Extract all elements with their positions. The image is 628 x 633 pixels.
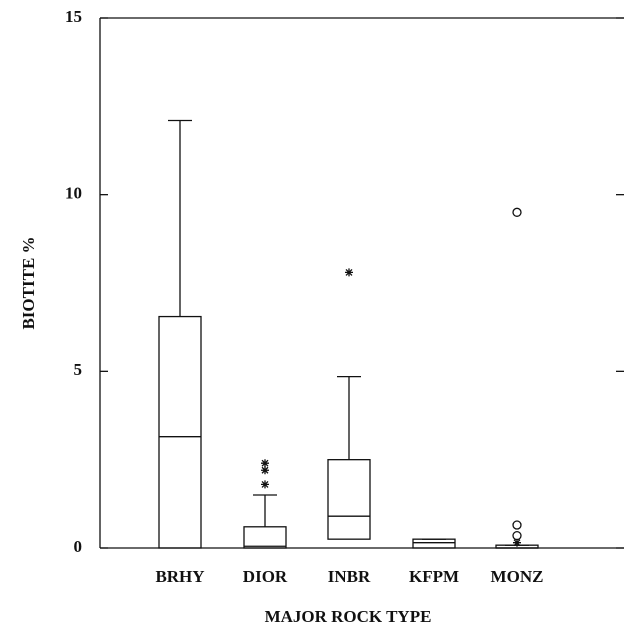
x-tick-label: BRHY	[155, 567, 204, 586]
y-tick-label: 5	[74, 360, 83, 379]
far-outlier	[512, 520, 522, 530]
outlier-star	[261, 459, 269, 468]
y-tick-label: 10	[65, 184, 82, 203]
box	[158, 315, 202, 549]
far-outlier	[512, 530, 522, 541]
x-axis-label: MAJOR ROCK TYPE	[265, 607, 432, 626]
outlier-star	[345, 268, 353, 277]
y-tick-label: 15	[65, 7, 82, 26]
far-outlier	[512, 207, 522, 217]
outlier-star	[513, 538, 521, 547]
box	[412, 538, 456, 549]
outlier-star	[261, 480, 269, 489]
outlier-star	[261, 466, 269, 475]
box	[327, 459, 371, 540]
box	[243, 526, 287, 549]
x-tick-label: MONZ	[491, 567, 544, 586]
y-axis-label: BIOTITE %	[19, 236, 38, 329]
x-tick-label: INBR	[328, 567, 371, 586]
y-tick-label: 0	[74, 537, 83, 556]
x-tick-label: DIOR	[243, 567, 288, 586]
x-tick-label: KFPM	[409, 567, 459, 586]
